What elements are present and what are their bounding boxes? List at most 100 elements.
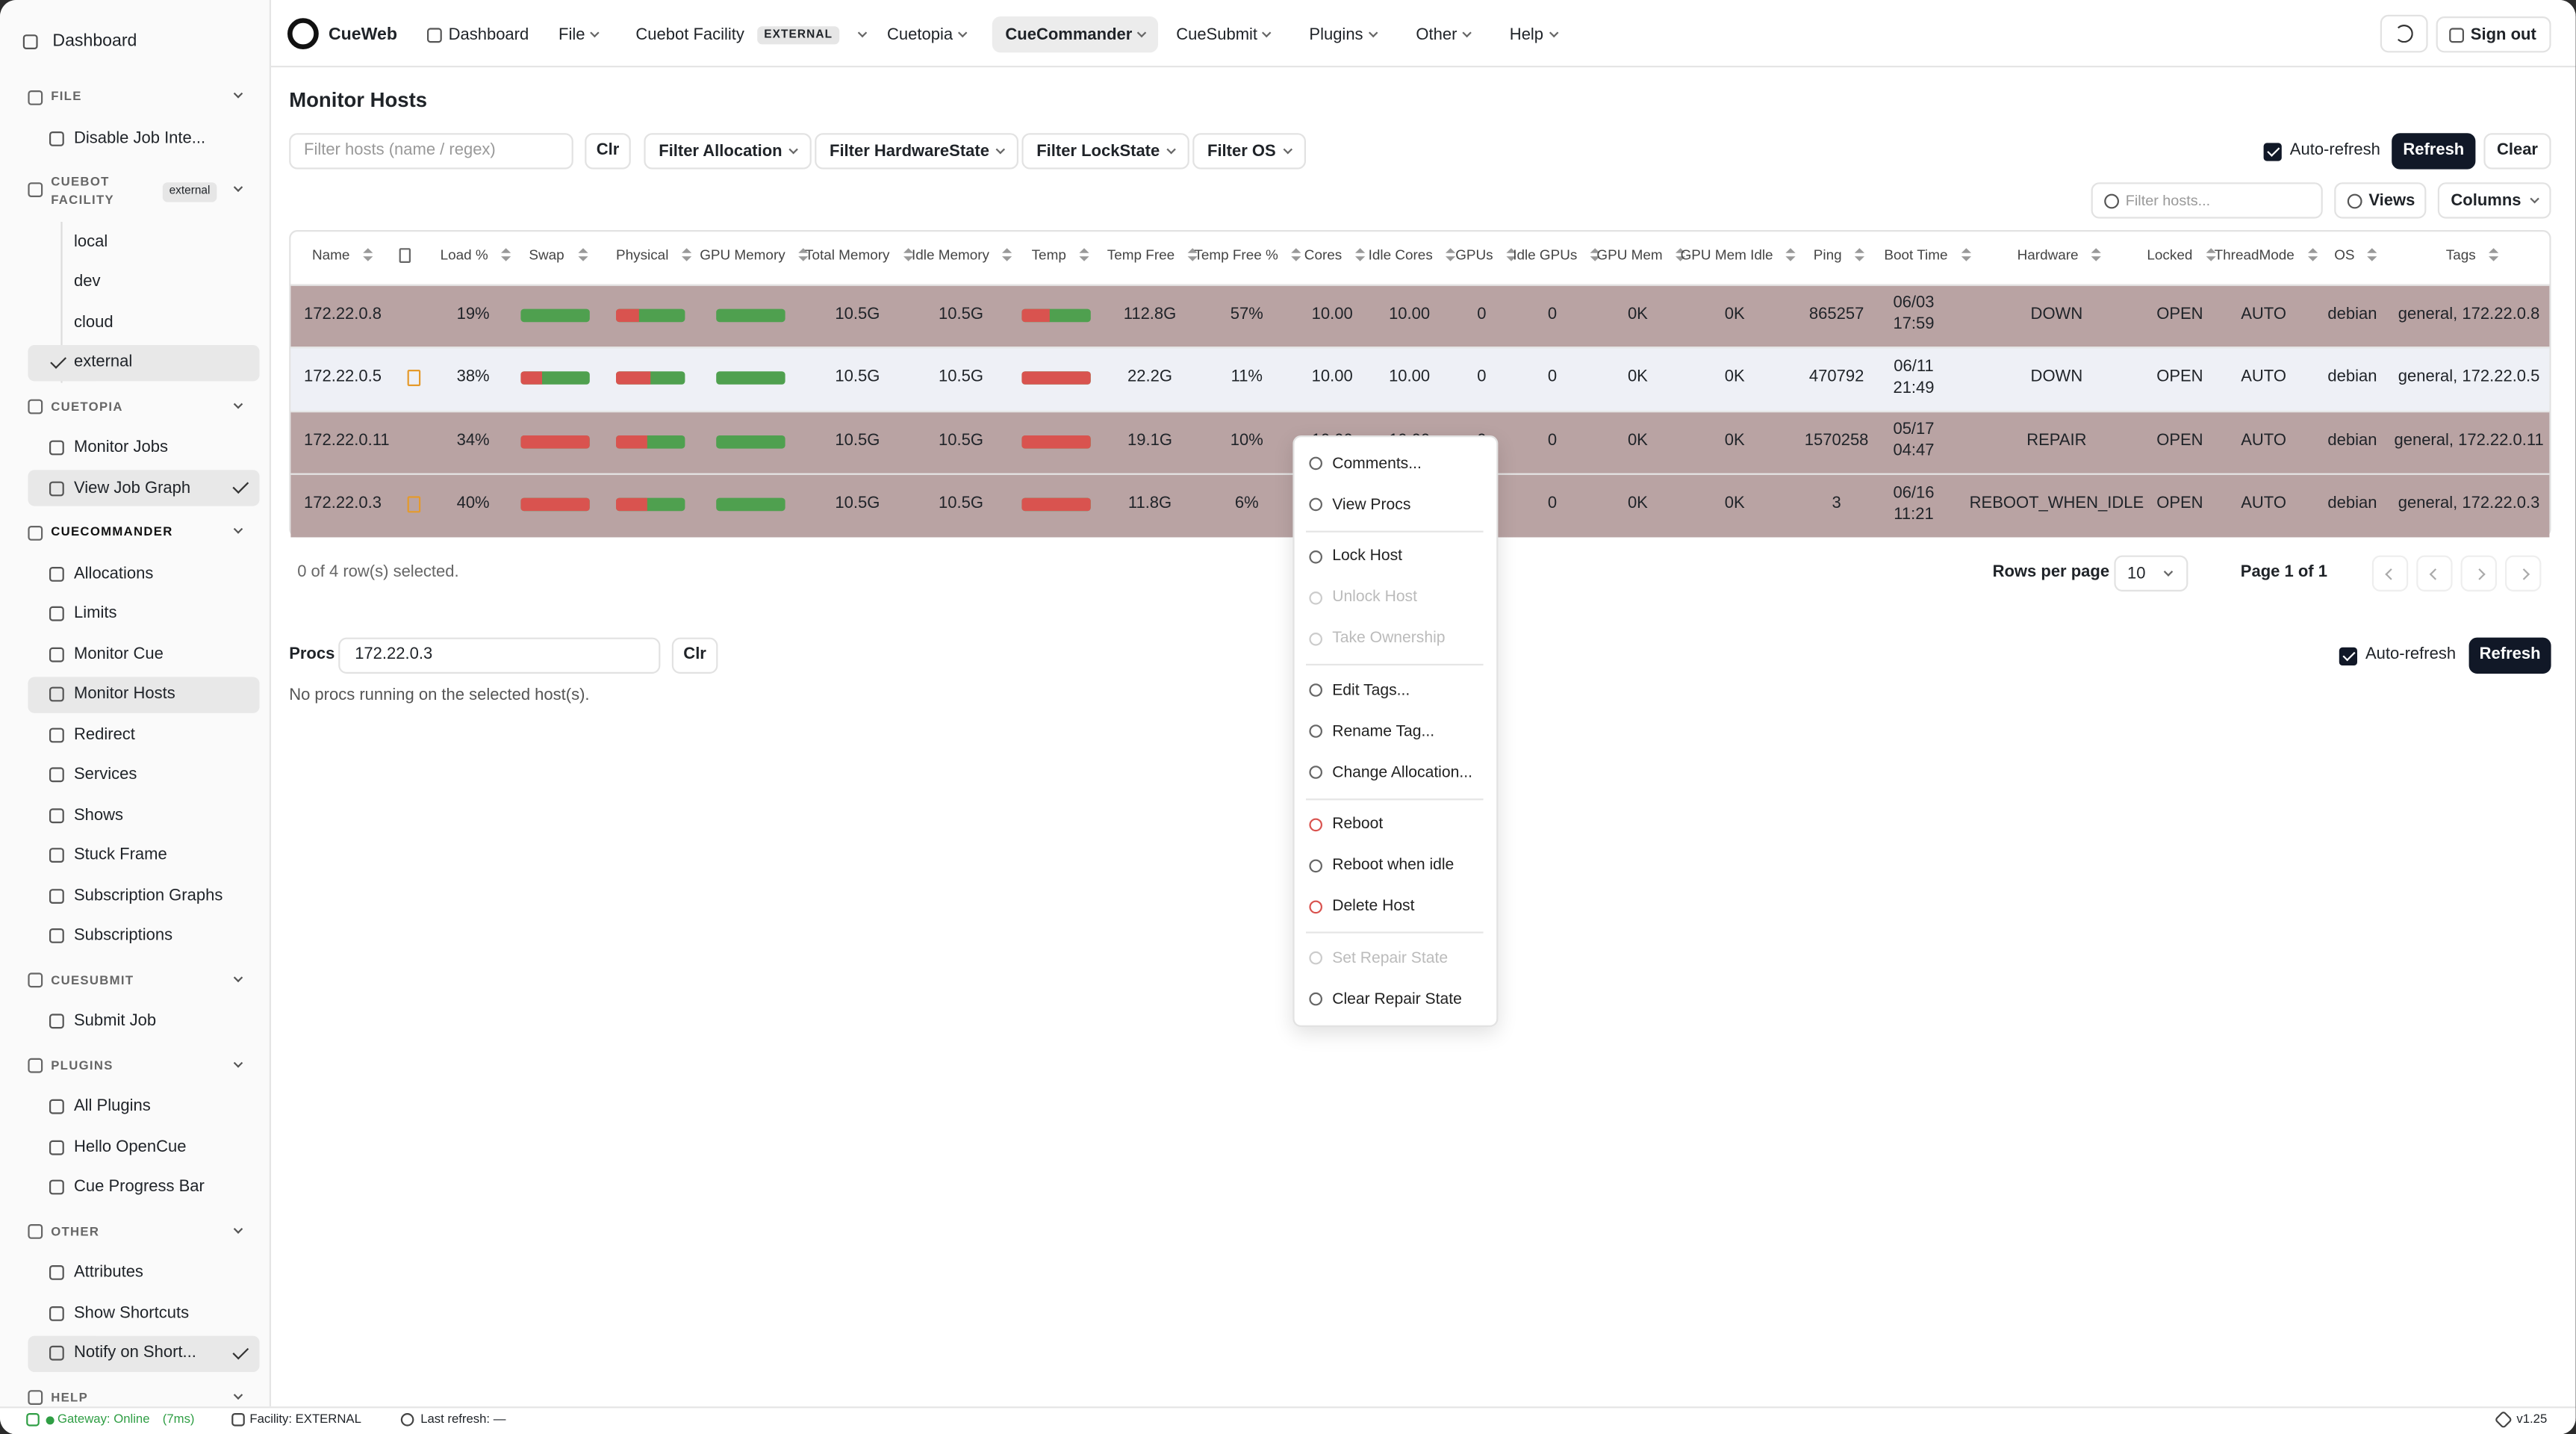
- filter-button[interactable]: Filter OS: [1192, 133, 1306, 170]
- label: Cuebot Facility: [635, 25, 744, 44]
- sidebar-item[interactable]: Monitor Hosts: [49, 676, 175, 712]
- sidebar-item[interactable]: Limits: [49, 596, 116, 632]
- column-header[interactable]: Temp Free: [1107, 237, 1198, 273]
- filter-input[interactable]: Filter hosts (name / regex): [289, 133, 573, 170]
- usage-bar-used: [616, 308, 639, 322]
- column-header[interactable]: Idle GPUs: [1513, 237, 1601, 273]
- menu-item[interactable]: Delete Host: [1309, 889, 1414, 925]
- menu-item[interactable]: Reboot: [1309, 807, 1383, 842]
- search-input[interactable]: Filter hosts...: [2091, 182, 2323, 219]
- views-button[interactable]: Views: [2334, 182, 2427, 219]
- label: Monitor Cue: [74, 645, 164, 663]
- icon: [1309, 766, 1322, 780]
- sidebar-item[interactable]: Allocations: [49, 556, 153, 592]
- menu-item[interactable]: Rename Tag...: [1309, 713, 1434, 749]
- sidebar-item[interactable]: external: [74, 344, 132, 380]
- sidebar-item[interactable]: View Job Graph: [49, 470, 190, 506]
- pager-button[interactable]: [2505, 555, 2542, 592]
- column-header[interactable]: GPUs: [1455, 237, 1516, 273]
- menu-item[interactable]: Reboot when idle: [1309, 848, 1454, 884]
- sidebar-item[interactable]: Services: [49, 757, 137, 792]
- column-header[interactable]: GPU Memory: [700, 237, 809, 273]
- column-header[interactable]: Tags: [2446, 237, 2499, 273]
- column-header[interactable]: GPU Mem: [1596, 237, 1686, 273]
- column-header[interactable]: ThreadMode: [2215, 237, 2318, 273]
- sidebar-item[interactable]: dev: [74, 264, 100, 299]
- column-header[interactable]: Idle Memory: [912, 237, 1012, 273]
- menu-item[interactable]: Change Allocation...: [1309, 754, 1472, 790]
- clear-button[interactable]: Clear: [2483, 133, 2551, 170]
- nav-item[interactable]: Help: [1510, 16, 1558, 52]
- nav-item[interactable]: File: [559, 16, 600, 52]
- procs-refresh-button[interactable]: Refresh: [2468, 637, 2551, 674]
- column-header[interactable]: Idle Cores: [1369, 237, 1456, 273]
- nav-item[interactable]: Dashboard: [427, 16, 529, 52]
- filter-button[interactable]: Filter HardwareState: [815, 133, 1019, 170]
- nav-item[interactable]: Cuebot Facility EXTERNAL: [635, 16, 867, 52]
- rows-per-page-select[interactable]: 10: [2114, 555, 2188, 592]
- refresh-button[interactable]: Refresh: [2392, 133, 2476, 170]
- column-header[interactable]: Locked: [2147, 237, 2216, 273]
- sidebar-item[interactable]: Show Shortcuts: [49, 1295, 189, 1331]
- sidebar-item[interactable]: Notify on Short...: [49, 1335, 196, 1371]
- column-header[interactable]: Cores: [1304, 237, 1366, 273]
- column-header[interactable]: Total Memory: [805, 237, 913, 273]
- column-header[interactable]: Swap: [529, 237, 588, 273]
- sidebar-item[interactable]: Monitor Jobs: [49, 429, 168, 465]
- sidebar-item[interactable]: Shows: [49, 797, 123, 833]
- cell: 0: [1477, 305, 1487, 323]
- column-header[interactable]: GPU Mem Idle: [1681, 237, 1796, 273]
- column-header[interactable]: Load %: [441, 237, 511, 273]
- column-header[interactable]: Temp: [1032, 237, 1089, 273]
- sidebar-item[interactable]: Monitor Cue: [49, 636, 164, 671]
- sidebar-item[interactable]: Attributes: [49, 1255, 143, 1291]
- nav-item[interactable]: Other: [1416, 16, 1472, 52]
- menu-item[interactable]: Clear Repair State: [1309, 981, 1462, 1017]
- checkbox[interactable]: [2263, 142, 2282, 161]
- sidebar-item[interactable]: cloud: [74, 304, 113, 340]
- menu-item[interactable]: View Procs: [1309, 486, 1410, 522]
- checkbox[interactable]: [2339, 646, 2357, 665]
- column-header[interactable]: Boot Time: [1884, 237, 1971, 273]
- menu-item[interactable]: Comments...: [1309, 445, 1422, 481]
- filter-button[interactable]: Filter LockState: [1021, 133, 1189, 170]
- label: Submit Job: [74, 1012, 157, 1031]
- clr-button[interactable]: Clr: [585, 133, 631, 170]
- nav-item[interactable]: Plugins: [1309, 16, 1378, 52]
- sidebar-item[interactable]: Subscriptions: [49, 918, 172, 954]
- sidebar-item[interactable]: Redirect: [49, 716, 135, 752]
- sign-out[interactable]: Sign out: [2436, 16, 2551, 53]
- nav-item[interactable]: CueCommander: [992, 16, 1159, 53]
- sidebar-item[interactable]: Submit Job: [49, 1003, 156, 1039]
- status-bar: [0, 1406, 2576, 1434]
- column-header[interactable]: Physical: [616, 237, 692, 273]
- procs-clr-button[interactable]: Clr: [671, 637, 718, 674]
- pager-button[interactable]: [2371, 555, 2409, 592]
- pager-button[interactable]: [2460, 555, 2497, 592]
- theme-toggle[interactable]: [2380, 14, 2428, 53]
- column-header[interactable]: OS: [2334, 237, 2378, 273]
- procs-input[interactable]: 172.22.0.3: [338, 637, 661, 674]
- sidebar-item[interactable]: Subscription Graphs: [49, 878, 223, 913]
- sidebar-item[interactable]: Hello OpenCue: [49, 1129, 186, 1164]
- column-header[interactable]: Hardware: [2017, 237, 2102, 273]
- badge: external: [162, 182, 217, 202]
- column-header[interactable]: Ping: [1814, 237, 1865, 273]
- sidebar-item[interactable]: Disable Job Inte...: [49, 120, 205, 156]
- filter-button[interactable]: Filter Allocation: [644, 133, 812, 170]
- sidebar-item[interactable]: Stuck Frame: [49, 837, 167, 873]
- sidebar-item[interactable]: Dashboard: [22, 23, 137, 59]
- columns-button[interactable]: Columns: [2437, 182, 2551, 219]
- icon: [22, 34, 38, 49]
- sidebar-item[interactable]: All Plugins: [49, 1089, 151, 1125]
- sort-icon: [903, 248, 913, 261]
- menu-item[interactable]: Lock Host: [1309, 538, 1402, 574]
- sidebar-item[interactable]: Cue Progress Bar: [49, 1169, 205, 1205]
- menu-item[interactable]: Edit Tags...: [1309, 672, 1410, 708]
- pager-button[interactable]: [2416, 555, 2453, 592]
- column-header[interactable]: Temp Free %: [1194, 237, 1301, 273]
- nav-item[interactable]: Cuetopia: [887, 16, 968, 52]
- nav-item[interactable]: CueSubmit: [1176, 16, 1272, 52]
- sidebar-item[interactable]: local: [74, 223, 108, 259]
- column-header[interactable]: Name: [312, 237, 373, 273]
